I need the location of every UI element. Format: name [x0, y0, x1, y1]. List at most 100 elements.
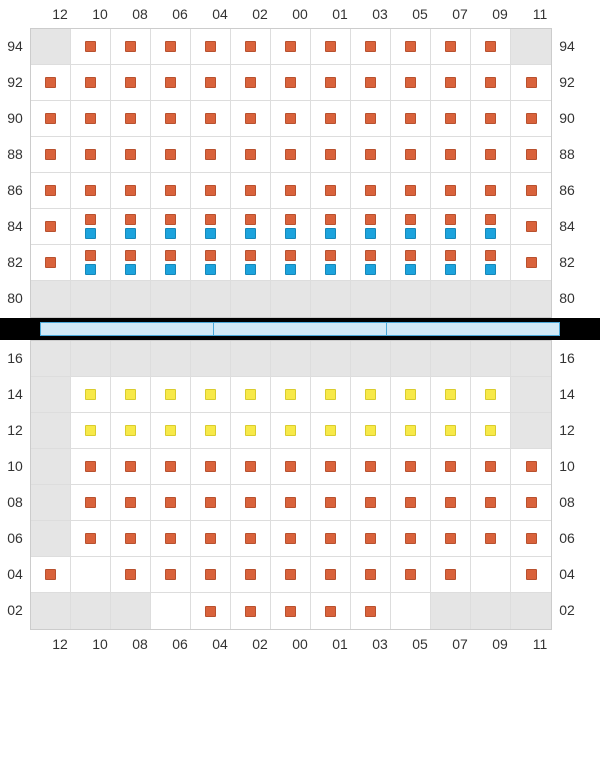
seat-cell[interactable] [191, 521, 231, 557]
seat-cell[interactable] [471, 245, 511, 281]
seat-cell[interactable] [271, 137, 311, 173]
seat-cell[interactable] [511, 101, 551, 137]
seat-cell[interactable] [231, 485, 271, 521]
seat-cell[interactable] [471, 485, 511, 521]
seat-cell[interactable] [31, 245, 71, 281]
seat-cell[interactable] [271, 29, 311, 65]
seat-cell[interactable] [271, 65, 311, 101]
seat-cell[interactable] [471, 101, 511, 137]
seat-cell[interactable] [111, 245, 151, 281]
seat-cell[interactable] [471, 29, 511, 65]
seat-cell[interactable] [71, 449, 111, 485]
seat-cell[interactable] [151, 245, 191, 281]
seat-cell[interactable] [111, 65, 151, 101]
seat-cell[interactable] [311, 593, 351, 629]
seat-cell[interactable] [271, 413, 311, 449]
seat-cell[interactable] [431, 65, 471, 101]
seat-cell[interactable] [431, 209, 471, 245]
seat-cell[interactable] [391, 65, 431, 101]
seat-cell[interactable] [231, 137, 271, 173]
seat-cell[interactable] [311, 101, 351, 137]
seat-cell[interactable] [231, 209, 271, 245]
seat-cell[interactable] [111, 449, 151, 485]
seat-cell[interactable] [231, 29, 271, 65]
seat-cell[interactable] [351, 65, 391, 101]
seat-cell[interactable] [511, 557, 551, 593]
seat-cell[interactable] [431, 101, 471, 137]
seat-cell[interactable] [271, 449, 311, 485]
seat-cell[interactable] [351, 245, 391, 281]
seat-cell[interactable] [271, 245, 311, 281]
seat-cell[interactable] [111, 485, 151, 521]
seat-cell[interactable] [191, 245, 231, 281]
seat-cell[interactable] [391, 521, 431, 557]
seat-cell[interactable] [151, 101, 191, 137]
seat-cell[interactable] [71, 101, 111, 137]
seat-cell[interactable] [471, 413, 511, 449]
seat-cell[interactable] [471, 209, 511, 245]
seat-cell[interactable] [431, 449, 471, 485]
seat-cell[interactable] [391, 449, 431, 485]
seat-cell[interactable] [71, 137, 111, 173]
seat-cell[interactable] [431, 485, 471, 521]
seat-cell[interactable] [71, 29, 111, 65]
seat-cell[interactable] [471, 521, 511, 557]
seat-cell[interactable] [511, 65, 551, 101]
seat-cell[interactable] [431, 521, 471, 557]
seat-cell[interactable] [231, 65, 271, 101]
seat-cell[interactable] [31, 173, 71, 209]
seat-cell[interactable] [191, 449, 231, 485]
seat-cell[interactable] [351, 413, 391, 449]
seat-cell[interactable] [191, 173, 231, 209]
seat-cell[interactable] [231, 413, 271, 449]
seat-cell[interactable] [191, 557, 231, 593]
seat-cell[interactable] [471, 65, 511, 101]
seat-cell[interactable] [351, 449, 391, 485]
seat-cell[interactable] [31, 209, 71, 245]
seat-cell[interactable] [351, 101, 391, 137]
seat-cell[interactable] [151, 557, 191, 593]
seat-cell[interactable] [111, 137, 151, 173]
seat-cell[interactable] [231, 593, 271, 629]
seat-cell[interactable] [191, 413, 231, 449]
seat-cell[interactable] [391, 557, 431, 593]
seat-cell[interactable] [511, 173, 551, 209]
seat-cell[interactable] [111, 521, 151, 557]
seat-cell[interactable] [71, 245, 111, 281]
seat-cell[interactable] [271, 485, 311, 521]
seat-cell[interactable] [311, 29, 351, 65]
seat-cell[interactable] [111, 377, 151, 413]
seat-cell[interactable] [191, 209, 231, 245]
seat-cell[interactable] [231, 173, 271, 209]
seat-cell[interactable] [311, 449, 351, 485]
seat-cell[interactable] [151, 449, 191, 485]
seat-cell[interactable] [231, 101, 271, 137]
seat-cell[interactable] [351, 521, 391, 557]
seat-cell[interactable] [71, 209, 111, 245]
seat-cell[interactable] [311, 65, 351, 101]
seat-cell[interactable] [471, 377, 511, 413]
seat-cell[interactable] [391, 173, 431, 209]
seat-cell[interactable] [71, 521, 111, 557]
seat-cell[interactable] [311, 521, 351, 557]
seat-cell[interactable] [471, 449, 511, 485]
seat-cell[interactable] [311, 209, 351, 245]
seat-cell[interactable] [391, 413, 431, 449]
seat-cell[interactable] [271, 101, 311, 137]
seat-cell[interactable] [71, 557, 111, 593]
seat-cell[interactable] [71, 377, 111, 413]
seat-cell[interactable] [151, 137, 191, 173]
seat-cell[interactable] [511, 521, 551, 557]
seat-cell[interactable] [71, 413, 111, 449]
seat-cell[interactable] [311, 377, 351, 413]
seat-cell[interactable] [151, 593, 191, 629]
seat-cell[interactable] [471, 173, 511, 209]
seat-cell[interactable] [271, 173, 311, 209]
seat-cell[interactable] [511, 137, 551, 173]
seat-cell[interactable] [511, 245, 551, 281]
seat-cell[interactable] [431, 137, 471, 173]
seat-cell[interactable] [311, 557, 351, 593]
seat-cell[interactable] [391, 593, 431, 629]
seat-cell[interactable] [31, 101, 71, 137]
seat-cell[interactable] [191, 29, 231, 65]
